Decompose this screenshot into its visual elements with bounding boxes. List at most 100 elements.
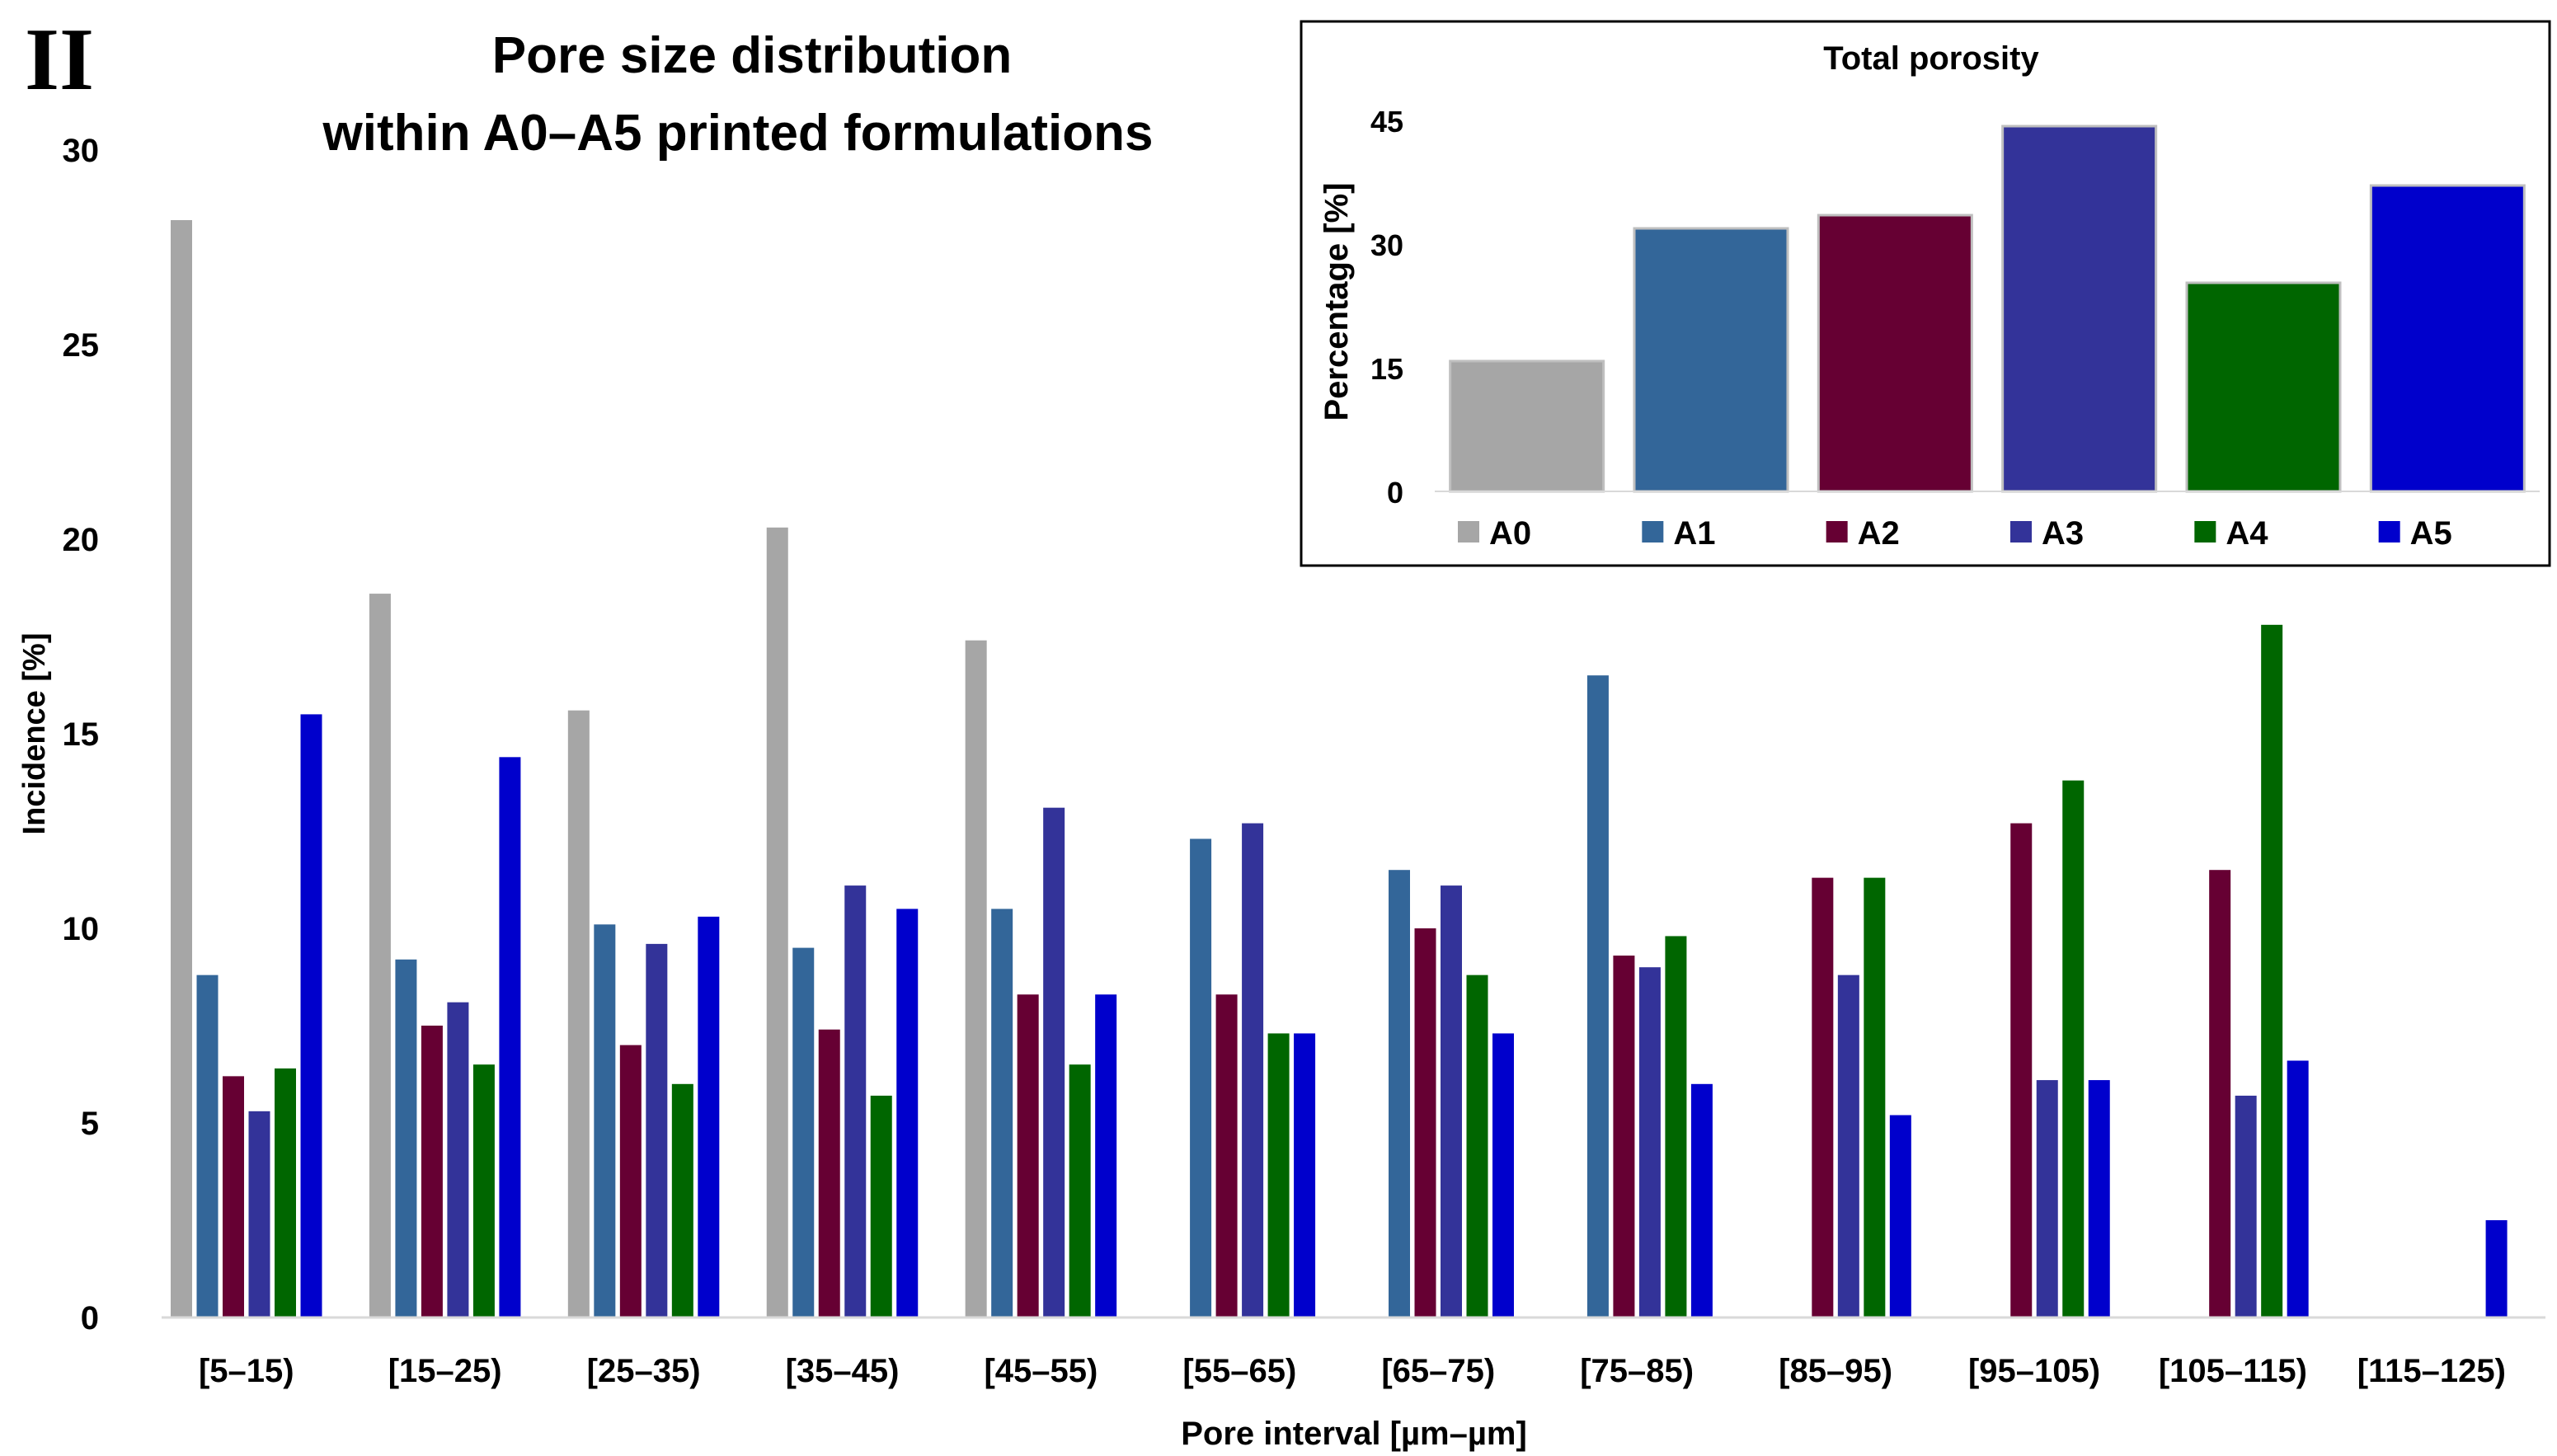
bar-a0-4 <box>767 528 788 1317</box>
bar-a3-10 <box>2037 1080 2058 1317</box>
main-x-axis-label: Pore interval [µm–µm] <box>1181 1416 1527 1452</box>
bar-a2-3 <box>620 1045 642 1317</box>
bar-a1-4 <box>792 948 814 1317</box>
bar-a2-2 <box>421 1026 443 1317</box>
main-x-tick-label: [5–15) <box>199 1353 294 1389</box>
legend-swatch-a3 <box>2010 521 2032 542</box>
main-x-tick-label: [115–125) <box>2357 1353 2506 1389</box>
bar-a0-1 <box>171 220 192 1317</box>
inset-y-tick-label: 45 <box>1370 105 1403 139</box>
bar-a2-5 <box>1018 994 1039 1317</box>
inset-chart: Total porosity 0 15 30 45 Percentage [%] A0… <box>1301 21 2550 566</box>
inset-bar-a4 <box>2187 283 2340 491</box>
bar-a5-12 <box>2486 1220 2508 1317</box>
main-y-tick-label: 0 <box>81 1300 99 1336</box>
main-y-tick-label: 30 <box>63 133 100 169</box>
bar-a1-6 <box>1190 838 1211 1317</box>
bar-a5-4 <box>896 909 918 1317</box>
legend-swatch-a0 <box>1458 521 1479 542</box>
legend-swatch-a1 <box>1642 521 1663 542</box>
bar-a1-2 <box>395 960 416 1317</box>
bar-a3-3 <box>646 944 667 1317</box>
main-y-tick-label: 20 <box>63 522 100 558</box>
bar-a4-8 <box>1665 936 1686 1317</box>
bar-a5-8 <box>1691 1084 1713 1317</box>
legend-label-a3: A3 <box>2042 515 2084 552</box>
main-x-axis: [5–15) [15–25) [25–35) [35–45) [45–55) [55–65… <box>199 1353 2506 1389</box>
legend-label-a1: A1 <box>1673 515 1715 552</box>
main-x-tick-label: [55–65) <box>1182 1353 1296 1389</box>
bar-a3-7 <box>1441 885 1462 1317</box>
inset-bar-a1 <box>1634 228 1788 491</box>
inset-y-tick-label: 30 <box>1370 228 1403 262</box>
main-y-tick-label: 15 <box>63 716 100 753</box>
bar-a3-8 <box>1639 967 1661 1317</box>
chart-figure: II Pore size distribution within A0–A5 p… <box>0 0 2557 1456</box>
bar-a2-6 <box>1216 994 1238 1317</box>
main-x-tick-label: [15–25) <box>388 1353 502 1389</box>
bar-a4-1 <box>275 1069 296 1317</box>
inset-y-tick-label: 0 <box>1387 476 1403 510</box>
bar-a2-1 <box>223 1076 244 1317</box>
main-x-tick-label: [25–35) <box>587 1353 701 1389</box>
bar-a4-6 <box>1268 1033 1290 1317</box>
legend-swatch-a5 <box>2379 521 2400 542</box>
bar-a3-2 <box>447 1003 468 1317</box>
bar-a0-5 <box>966 641 987 1317</box>
main-title-line-2: within A0–A5 printed formulations <box>322 105 1154 162</box>
bar-a1-3 <box>594 924 615 1317</box>
main-y-tick-label: 10 <box>63 911 100 947</box>
main-x-tick-label: [35–45) <box>786 1353 900 1389</box>
bar-a4-2 <box>473 1064 495 1317</box>
bar-a5-5 <box>1095 994 1116 1317</box>
main-x-tick-label: [45–55) <box>984 1353 1098 1389</box>
bar-a4-7 <box>1467 975 1488 1317</box>
bar-a3-9 <box>1838 975 1859 1317</box>
panel-label: II <box>25 11 94 109</box>
bar-a3-5 <box>1043 808 1065 1317</box>
bar-a3-6 <box>1242 824 1263 1317</box>
bar-a4-10 <box>2062 781 2084 1317</box>
inset-bar-a2 <box>1818 215 1972 491</box>
bar-a1-1 <box>197 975 219 1317</box>
bar-a4-5 <box>1069 1064 1091 1317</box>
inset-bar-a5 <box>2371 186 2524 491</box>
bar-a2-4 <box>819 1030 840 1317</box>
main-x-tick-label: [65–75) <box>1381 1353 1495 1389</box>
bar-a4-11 <box>2261 625 2282 1317</box>
bar-a5-1 <box>301 714 322 1317</box>
legend-label-a5: A5 <box>2410 515 2452 552</box>
inset-bar-a3 <box>2003 126 2156 491</box>
bar-a2-10 <box>2010 824 2032 1317</box>
inset-bar-a0 <box>1450 361 1604 491</box>
bar-a5-3 <box>698 917 719 1317</box>
main-x-tick-label: [75–85) <box>1580 1353 1694 1389</box>
bar-a2-7 <box>1415 928 1436 1317</box>
main-y-tick-label: 5 <box>81 1106 99 1142</box>
bar-a3-1 <box>249 1111 270 1317</box>
bar-a5-6 <box>1294 1033 1315 1317</box>
inset-title: Total porosity <box>1823 40 2039 77</box>
main-x-tick-label: [95–105) <box>1968 1353 2100 1389</box>
main-title-line-1: Pore size distribution <box>492 27 1012 84</box>
bar-a4-4 <box>871 1096 892 1317</box>
bar-a5-7 <box>1492 1033 1514 1317</box>
bar-a0-2 <box>369 594 391 1317</box>
bar-a2-11 <box>2209 870 2230 1317</box>
bar-a1-7 <box>1389 870 1410 1317</box>
bar-a3-11 <box>2235 1096 2257 1317</box>
bar-a5-2 <box>499 757 520 1317</box>
bar-a5-11 <box>2287 1060 2309 1317</box>
bar-a2-9 <box>1812 878 1833 1317</box>
inset-y-axis-label: Percentage [%] <box>1318 183 1355 421</box>
legend-swatch-a4 <box>2194 521 2216 542</box>
bar-a5-10 <box>2089 1080 2110 1317</box>
bar-a4-3 <box>672 1084 693 1317</box>
main-y-axis-label: Incidence [%] <box>17 633 52 835</box>
main-x-tick-label: [105–115) <box>2159 1353 2307 1389</box>
legend-swatch-a2 <box>1826 521 1848 542</box>
bar-a4-9 <box>1864 878 1885 1317</box>
inset-y-tick-label: 15 <box>1370 352 1403 386</box>
legend-label-a0: A0 <box>1489 515 1531 552</box>
main-y-axis: 051015202530 <box>63 133 100 1336</box>
